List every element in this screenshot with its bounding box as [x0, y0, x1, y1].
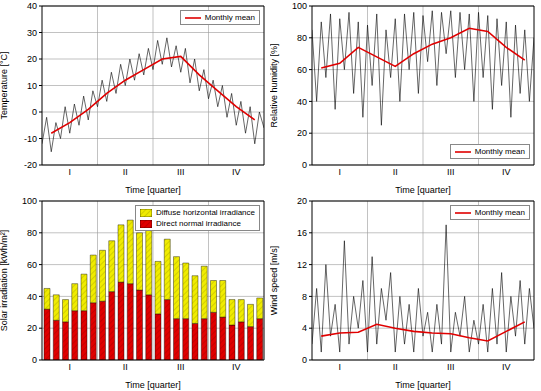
html-text:Diffuse horizontal irradiance: Diffuse horizontal irradiance: [156, 208, 255, 217]
svg-text:0: 0: [302, 160, 307, 170]
svg-text:I: I: [68, 167, 71, 177]
svg-text:I: I: [338, 362, 341, 372]
svg-text:20: 20: [297, 128, 307, 138]
svg-text:II: II: [393, 362, 398, 372]
svg-text:60: 60: [27, 260, 37, 270]
svg-text:0: 0: [32, 107, 37, 117]
svg-text:30: 30: [27, 28, 37, 38]
svg-text:40: 40: [27, 292, 37, 302]
html-text:Monthly mean: Monthly mean: [474, 208, 525, 217]
svg-text:Time [quarter]: Time [quarter]: [395, 380, 451, 390]
svg-text:100: 100: [22, 196, 37, 206]
svg-text:III: III: [447, 362, 455, 372]
svg-text:III: III: [177, 167, 185, 177]
svg-text:60: 60: [297, 65, 307, 75]
svg-text:Relative humidity [%]: Relative humidity [%]: [270, 43, 279, 127]
svg-text:100: 100: [292, 1, 307, 11]
svg-text:16: 16: [297, 228, 307, 238]
svg-text:4: 4: [302, 323, 307, 333]
html-text:Monthly mean: Monthly mean: [204, 13, 255, 22]
svg-text:IV: IV: [232, 362, 241, 372]
svg-text:Time [quarter]: Time [quarter]: [395, 185, 451, 195]
svg-text:Temperature [°C]: Temperature [°C]: [8, 51, 9, 119]
svg-text:Time [quarter]: Time [quarter]: [125, 185, 181, 195]
svg-text:80: 80: [297, 33, 307, 43]
svg-text:Time [quarter]: Time [quarter]: [125, 380, 181, 390]
svg-text:II: II: [123, 167, 128, 177]
svg-text:II: II: [123, 362, 128, 372]
svg-text:III: III: [177, 362, 185, 372]
svg-text:20: 20: [297, 196, 307, 206]
svg-text:-10: -10: [24, 134, 37, 144]
svg-text:II: II: [393, 167, 398, 177]
svg-text:0: 0: [32, 355, 37, 365]
svg-text:Solar irradiation [kWh/m²]: Solar irradiation [kWh/m²]: [8, 230, 9, 332]
svg-text:0: 0: [302, 355, 307, 365]
svg-text:IV: IV: [502, 362, 511, 372]
svg-text:IV: IV: [232, 167, 241, 177]
svg-text:8: 8: [302, 292, 307, 302]
html-text:Direct normal irradiance: Direct normal irradiance: [156, 219, 241, 228]
svg-text:10: 10: [27, 81, 37, 91]
svg-text:IV: IV: [502, 167, 511, 177]
svg-text:40: 40: [297, 97, 307, 107]
svg-text:20: 20: [27, 54, 37, 64]
svg-text:20: 20: [27, 323, 37, 333]
svg-text:Wind speed [m/s]: Wind speed [m/s]: [270, 246, 279, 316]
html-text:Monthly mean: Monthly mean: [474, 147, 525, 156]
svg-text:I: I: [338, 167, 341, 177]
svg-text:I: I: [68, 362, 71, 372]
svg-text:80: 80: [27, 228, 37, 238]
svg-text:12: 12: [297, 260, 307, 270]
svg-text:III: III: [447, 167, 455, 177]
svg-text:40: 40: [27, 1, 37, 11]
svg-text:-20: -20: [24, 160, 37, 170]
